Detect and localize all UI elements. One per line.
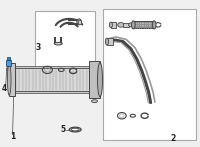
- FancyBboxPatch shape: [107, 38, 113, 45]
- Ellipse shape: [71, 128, 79, 131]
- FancyBboxPatch shape: [7, 69, 10, 70]
- FancyBboxPatch shape: [7, 68, 10, 69]
- FancyBboxPatch shape: [35, 11, 95, 81]
- Ellipse shape: [132, 21, 135, 29]
- Ellipse shape: [54, 42, 62, 45]
- FancyBboxPatch shape: [14, 91, 89, 93]
- FancyBboxPatch shape: [89, 61, 100, 98]
- Circle shape: [118, 22, 124, 27]
- FancyBboxPatch shape: [14, 66, 89, 68]
- Ellipse shape: [69, 127, 81, 132]
- Text: 5: 5: [61, 125, 66, 134]
- FancyBboxPatch shape: [7, 66, 10, 67]
- Text: 2: 2: [171, 134, 176, 143]
- FancyBboxPatch shape: [14, 68, 89, 91]
- FancyBboxPatch shape: [9, 63, 15, 96]
- Ellipse shape: [98, 63, 102, 97]
- Circle shape: [129, 23, 134, 27]
- FancyBboxPatch shape: [7, 70, 10, 71]
- Ellipse shape: [152, 21, 156, 29]
- Ellipse shape: [92, 100, 98, 103]
- Ellipse shape: [109, 22, 112, 28]
- FancyBboxPatch shape: [111, 22, 116, 28]
- FancyBboxPatch shape: [7, 67, 10, 68]
- Text: 1: 1: [10, 132, 15, 141]
- FancyBboxPatch shape: [123, 22, 129, 27]
- Text: 4: 4: [2, 83, 7, 93]
- Ellipse shape: [105, 38, 109, 45]
- FancyBboxPatch shape: [78, 20, 81, 24]
- Ellipse shape: [77, 19, 81, 25]
- FancyBboxPatch shape: [7, 57, 10, 60]
- Text: 3: 3: [36, 43, 41, 52]
- FancyBboxPatch shape: [133, 21, 154, 28]
- Ellipse shape: [7, 64, 11, 95]
- FancyBboxPatch shape: [6, 60, 11, 66]
- FancyBboxPatch shape: [103, 9, 196, 141]
